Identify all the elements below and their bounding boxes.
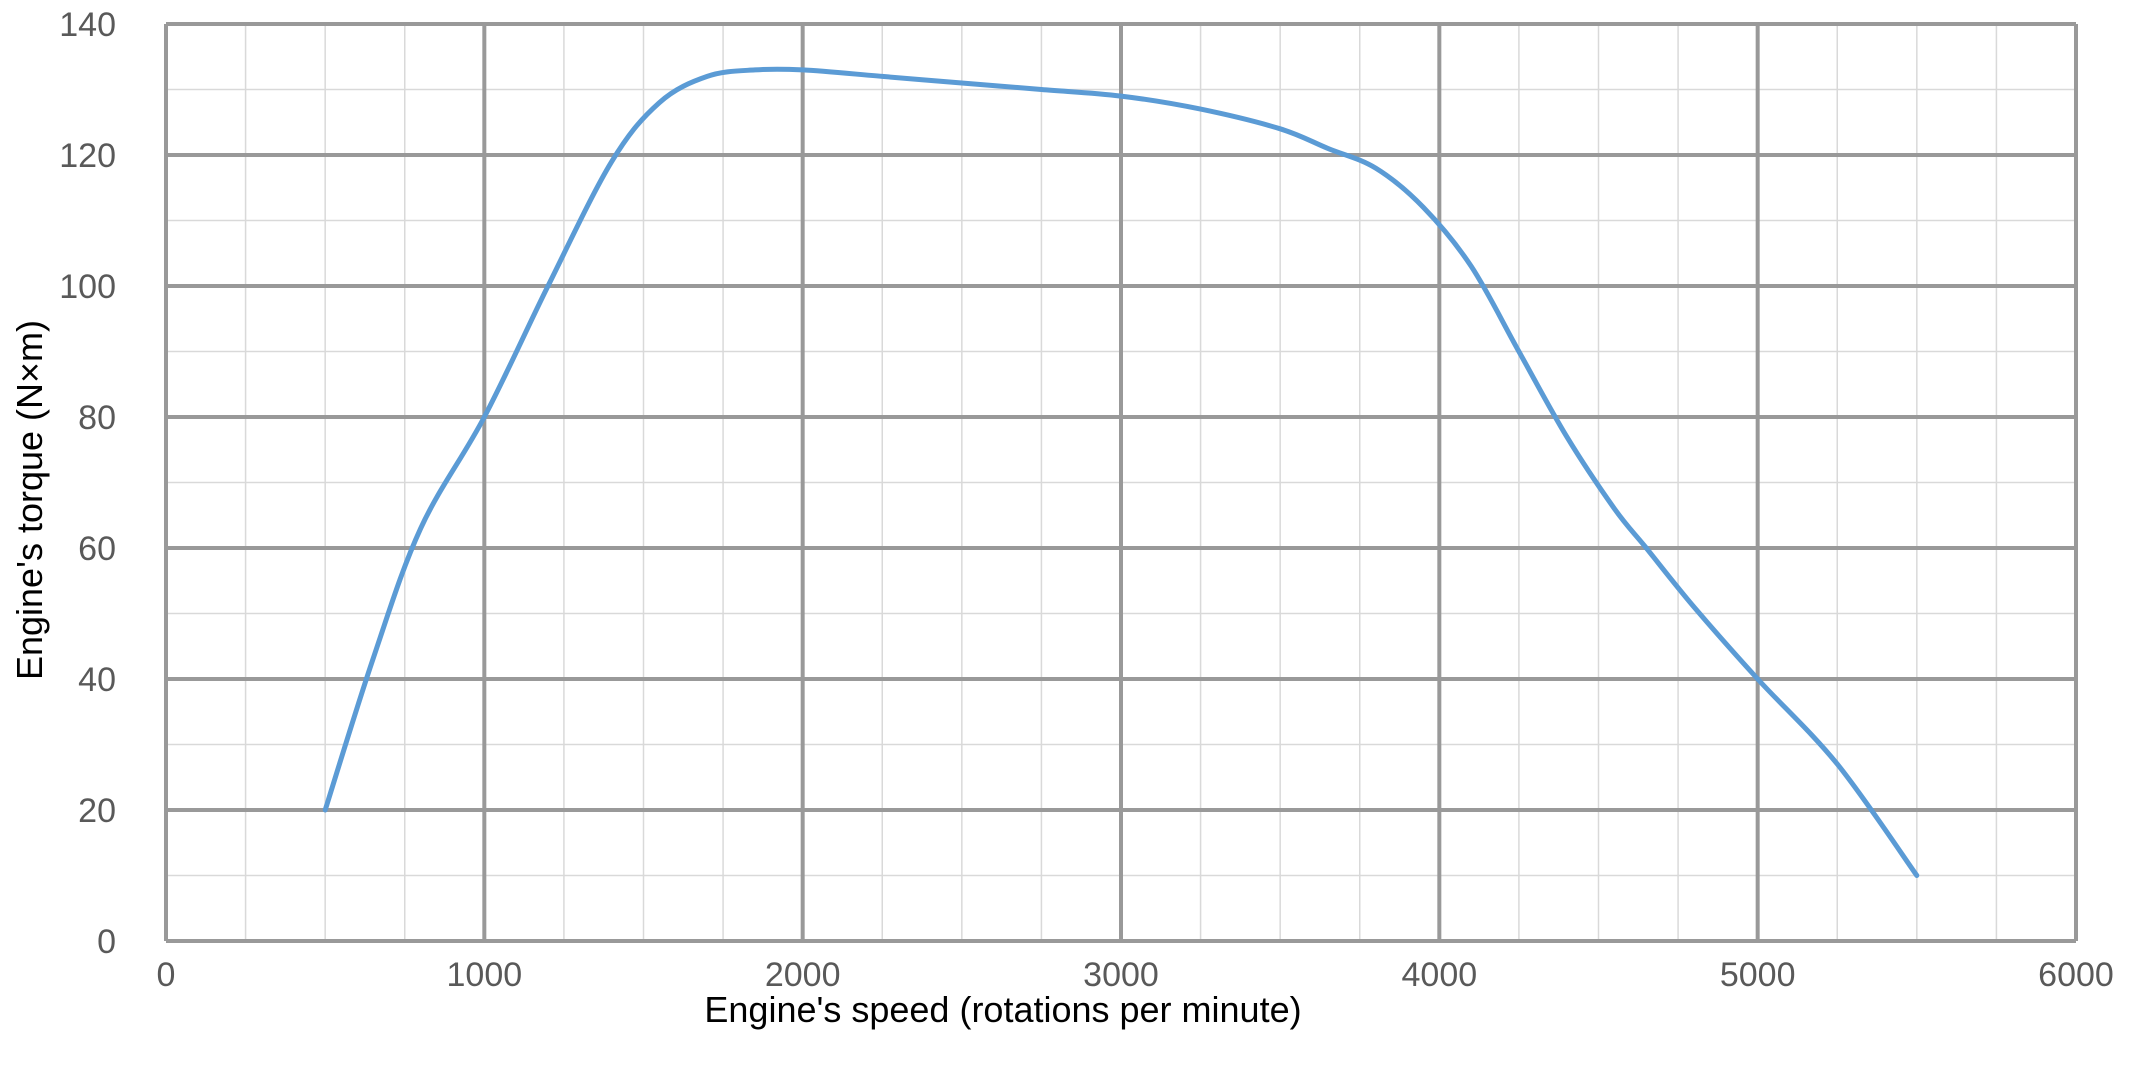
series-layer [322,66,1920,878]
x-tick-label: 0 [157,956,176,994]
x-tick-label: 6000 [2038,956,2114,994]
major-gridlines [164,22,2078,943]
x-tick-label: 5000 [1720,956,1796,994]
x-tick-label: 3000 [1083,956,1159,994]
x-tick-label: 1000 [447,956,523,994]
x-tick-label: 4000 [1402,956,1478,994]
y-tick-label: 40 [78,661,116,699]
y-axis-tick-labels: 0 20 40 60 80 100 120 140 [59,6,116,961]
x-tick-label: 2000 [765,956,841,994]
y-tick-label: 120 [59,137,116,175]
y-tick-label: 80 [78,399,116,437]
x-axis-tick-labels: 0 1000 2000 3000 4000 5000 6000 [157,956,2114,994]
y-axis-title: Engine's torque (N×m) [9,320,50,680]
y-tick-label: 140 [59,6,116,44]
y-tick-label: 20 [78,792,116,830]
y-tick-label: 60 [78,530,116,568]
series-line [322,66,1920,878]
x-axis-title: Engine's speed (rotations per minute) [704,989,1301,1030]
y-tick-label: 0 [97,923,116,961]
y-tick-label: 100 [59,268,116,306]
